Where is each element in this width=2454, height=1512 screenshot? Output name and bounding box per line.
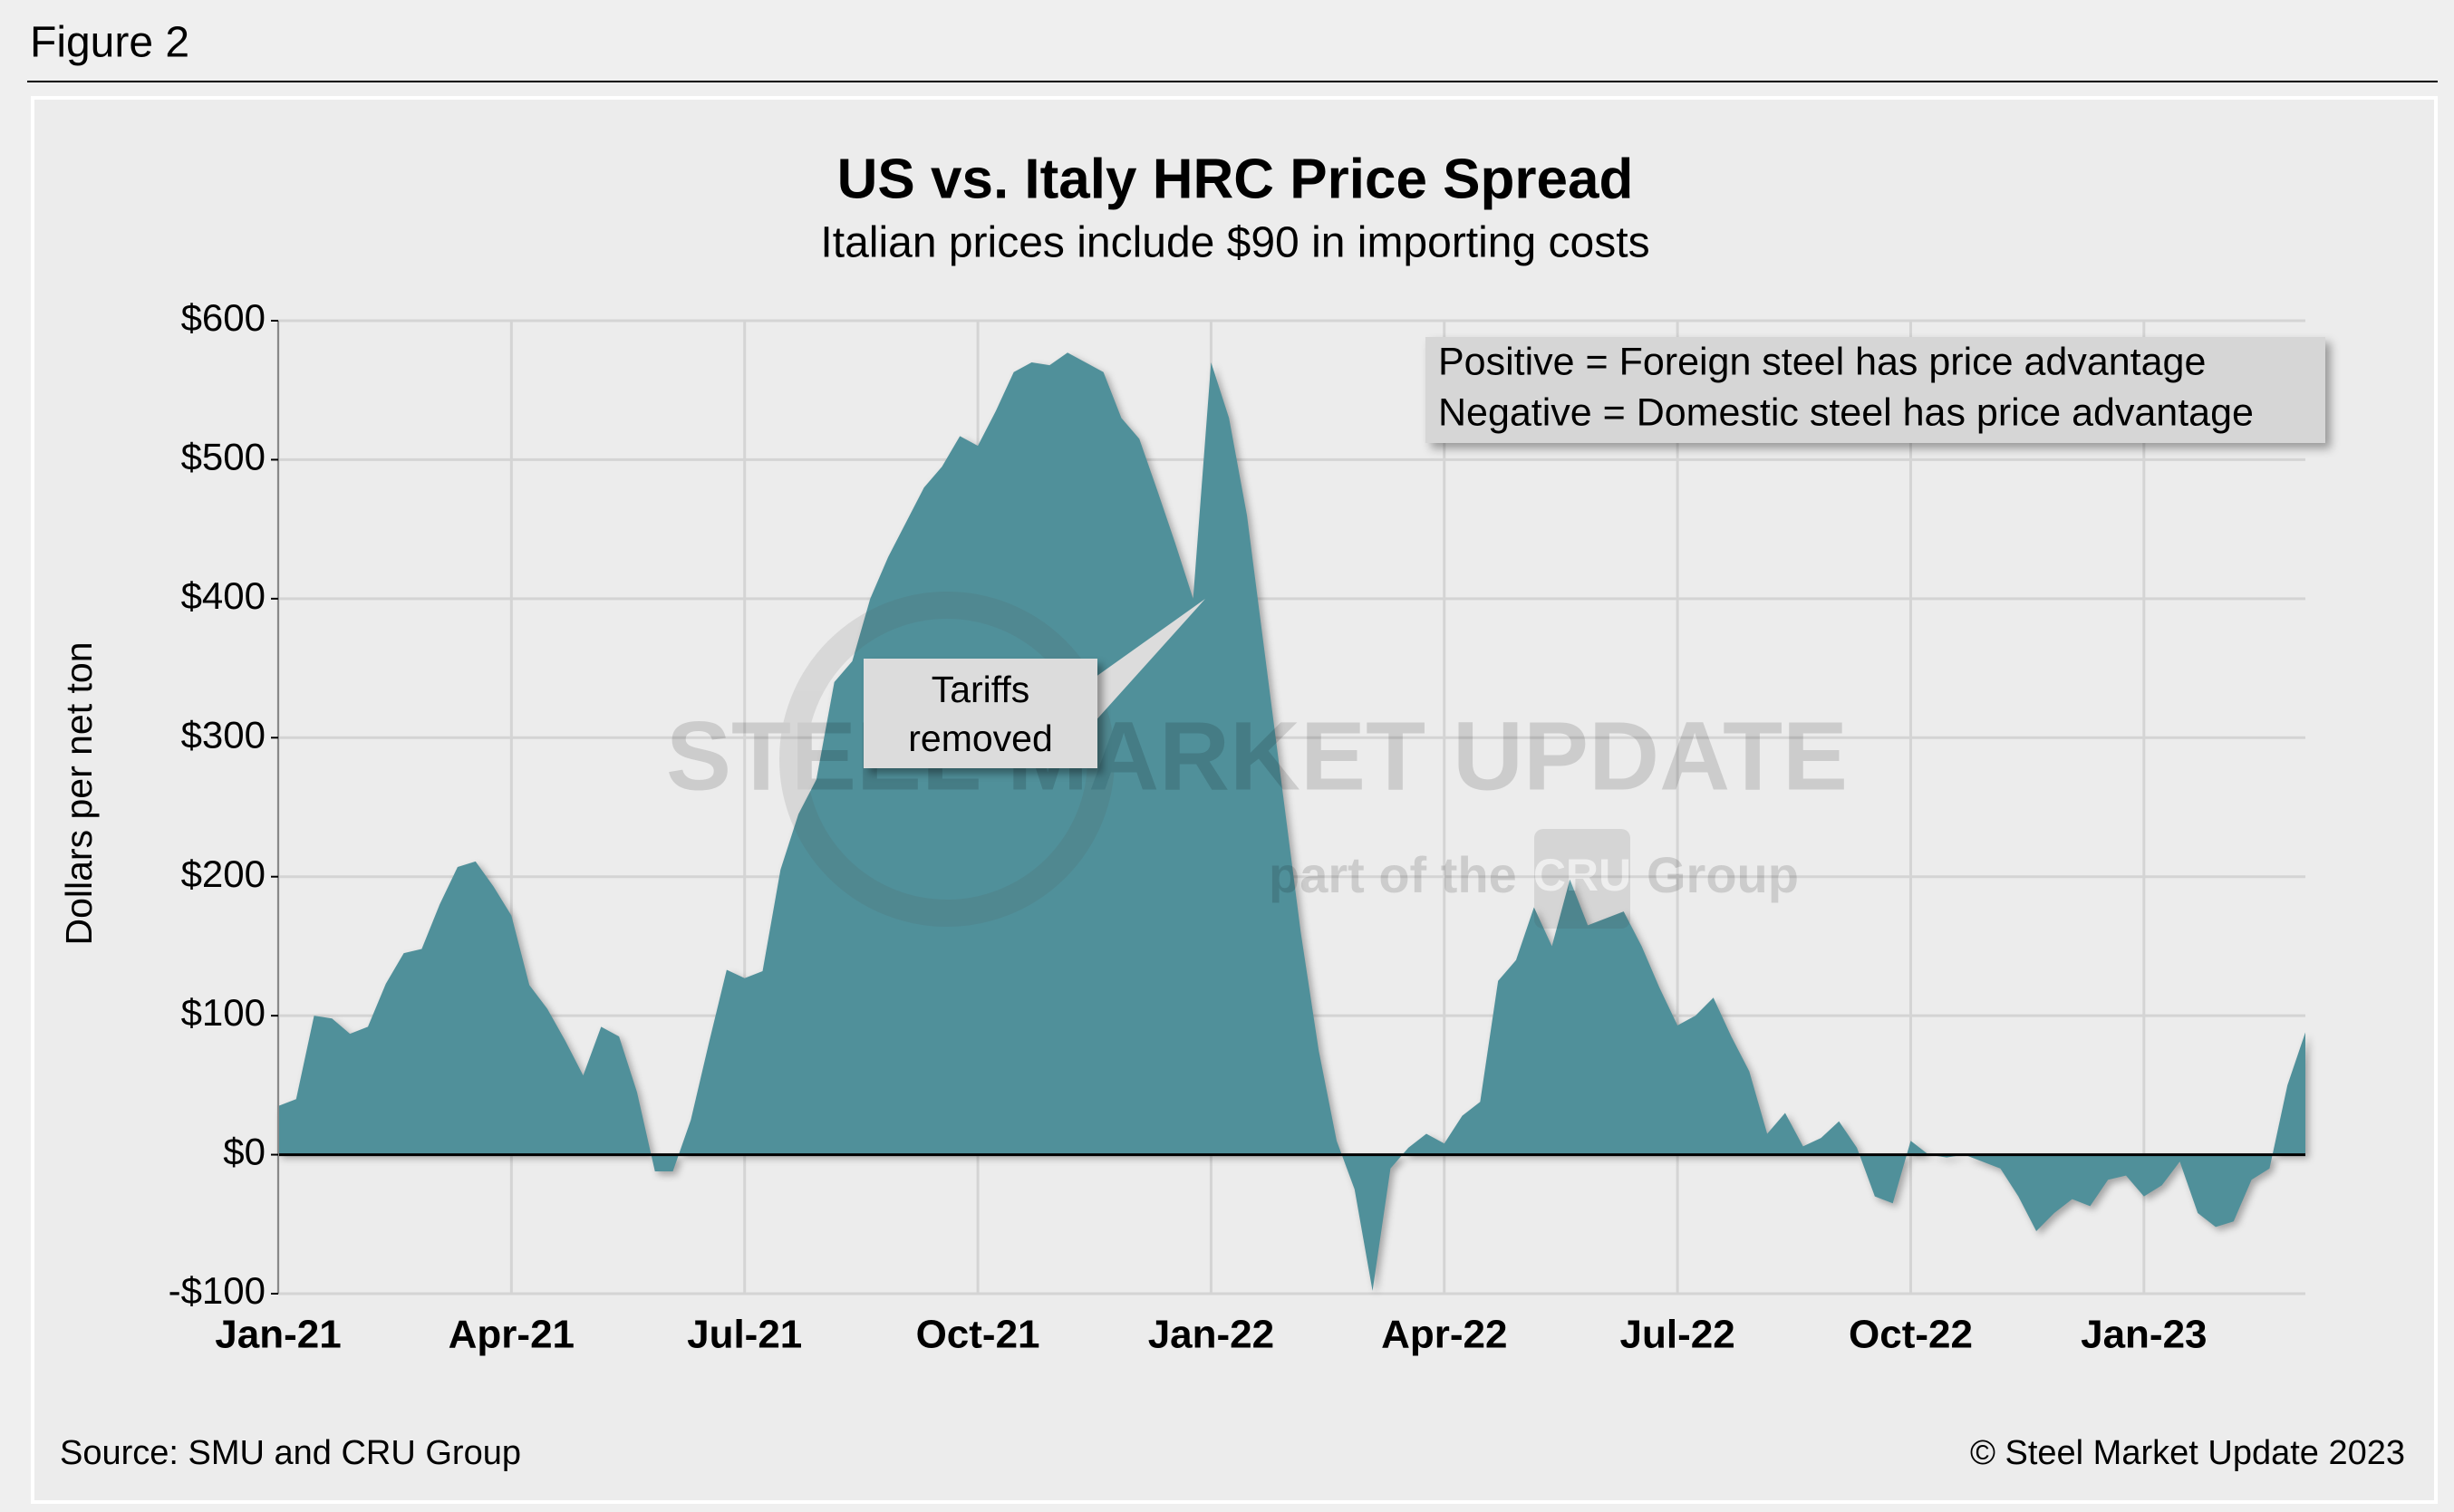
y-tick-label: $500: [181, 436, 266, 478]
watermark-sub: part of the: [1269, 846, 1517, 903]
watermark-logo-box: [1534, 829, 1630, 929]
watermark: STEEL MARKET UPDATE part of the CRU Grou…: [666, 592, 1848, 929]
y-tick-label: $400: [181, 574, 266, 617]
note-box: [1425, 337, 2325, 443]
x-tick-label: Apr-22: [1381, 1313, 1507, 1357]
x-tick-label: Oct-21: [916, 1313, 1040, 1357]
note-line: Positive = Foreign steel has price advan…: [1438, 340, 2206, 383]
source: Source: SMU and CRU Group: [60, 1434, 521, 1472]
note-line: Negative = Domestic steel has price adva…: [1438, 390, 2254, 434]
copyright: © Steel Market Update 2023: [1970, 1434, 2405, 1472]
plot: [276, 319, 2305, 1295]
callout-pointer: [1092, 599, 1205, 725]
x-tick-label: Jan-21: [215, 1313, 341, 1357]
chart-subtitle: Italian prices include $90 in importing …: [820, 219, 1649, 267]
watermark-group: Group: [1647, 846, 1799, 903]
x-tick-label: Apr-21: [449, 1313, 575, 1357]
y-axis-label: Dollars per net ton: [58, 641, 100, 945]
watermark-logo: CRU: [1533, 850, 1631, 900]
y-tick-label: $100: [181, 991, 266, 1034]
x-tick-label: Jul-21: [687, 1313, 802, 1357]
y-tick-label: $0: [223, 1131, 266, 1173]
watermark-ring: [779, 592, 1115, 927]
figure-label: Figure 2: [30, 19, 189, 67]
x-tick-label: Oct-22: [1849, 1313, 1973, 1357]
watermark-brand: STEEL MARKET UPDATE: [666, 701, 1848, 811]
chart-title: US vs. Italy HRC Price Spread: [837, 148, 1634, 210]
callout: Tariffs removed: [864, 659, 1097, 768]
y-tick-label: $300: [181, 713, 266, 756]
x-tick-label: Jul-22: [1620, 1313, 1735, 1357]
y-tick-label: $600: [181, 296, 266, 339]
x-tick-label: Jan-22: [1148, 1313, 1274, 1357]
area: [278, 352, 2305, 1291]
x-tick-label: Jan-23: [2081, 1313, 2207, 1357]
y-tick-label: -$100: [169, 1269, 266, 1312]
y-tick-label: $200: [181, 852, 266, 895]
